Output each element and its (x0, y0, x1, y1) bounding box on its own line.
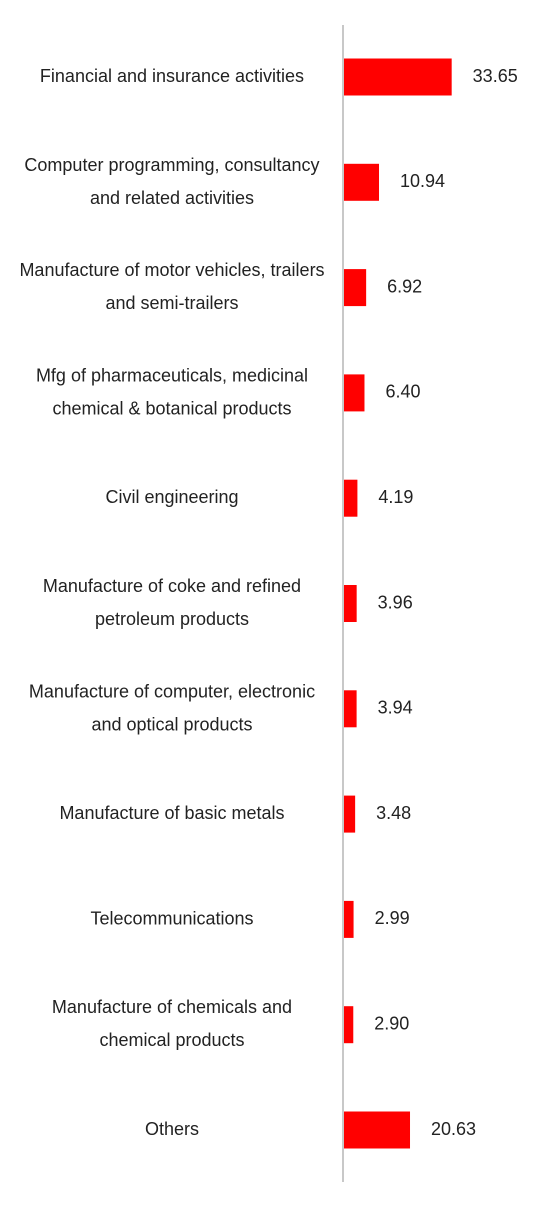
value-label: 3.48 (376, 803, 411, 823)
bar (344, 58, 452, 96)
value-label: 3.94 (378, 698, 413, 718)
bar (344, 585, 357, 622)
value-label: 20.63 (431, 1119, 476, 1139)
category-label: Financial and insurance activities (40, 66, 304, 86)
category-label: Civil engineering (105, 487, 238, 507)
value-label: 3.96 (378, 592, 413, 612)
category-label: Mfg of pharmaceuticals, medicinal chemica… (36, 365, 308, 418)
category-label: Manufacture of basic metals (59, 803, 284, 823)
bar (344, 374, 365, 412)
value-label: 6.40 (385, 382, 420, 402)
category-label: Manufacture of chemicals and chemical pro… (52, 997, 292, 1050)
value-label: 33.65 (473, 66, 518, 86)
category-label: Computer programming, consultancy and rel… (24, 155, 319, 208)
value-label: 2.90 (374, 1013, 409, 1033)
category-label: Manufacture of coke and refined petroleum… (43, 576, 301, 629)
category-label: Manufacture of computer, electronic and o… (29, 681, 315, 734)
category-label: Manufacture of motor vehicles, trailers a… (19, 260, 324, 313)
category-label: Others (145, 1119, 199, 1139)
bar (344, 795, 356, 833)
category-label: Telecommunications (90, 908, 253, 928)
value-label: 10.94 (400, 171, 445, 191)
bar (344, 1006, 354, 1044)
value-label: 2.99 (375, 908, 410, 928)
value-label: 4.19 (378, 487, 413, 507)
value-label: 6.92 (387, 276, 422, 296)
bar (344, 1111, 411, 1149)
bar (344, 163, 380, 201)
bar (344, 900, 354, 938)
bar (344, 479, 358, 517)
bar (344, 269, 367, 307)
bar (344, 690, 357, 728)
